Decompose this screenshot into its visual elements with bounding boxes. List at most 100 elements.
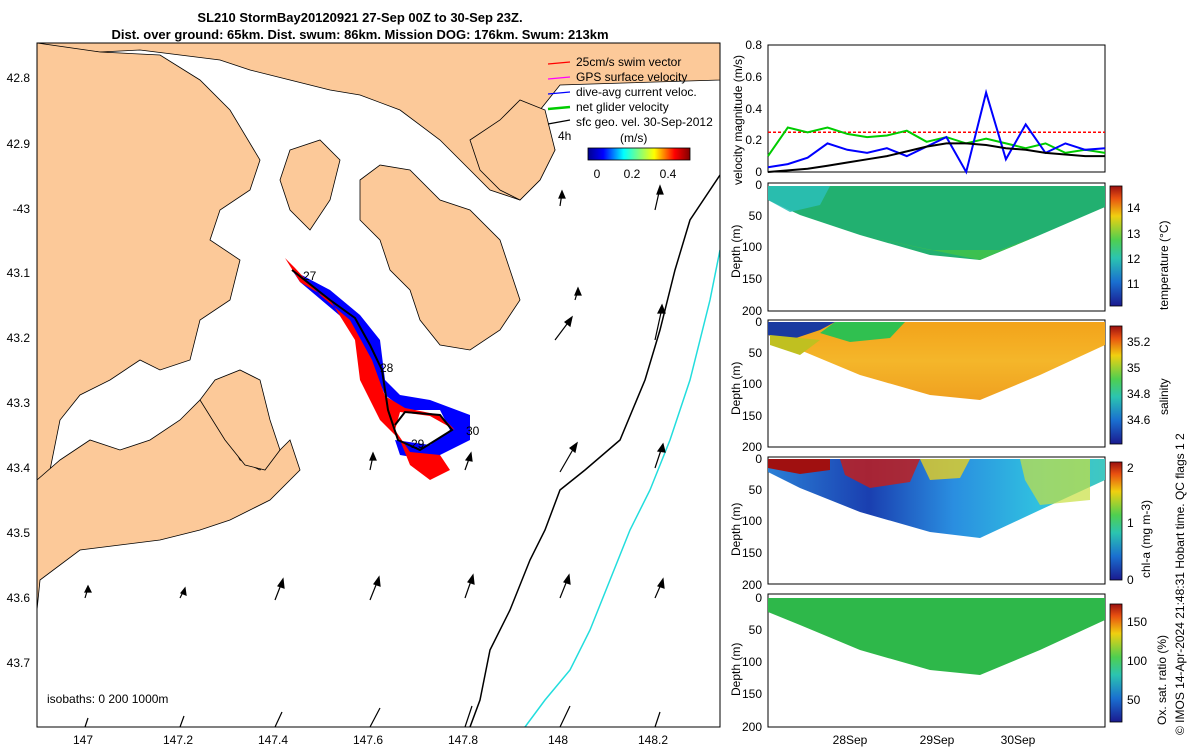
svg-text:43.3: 43.3 (7, 396, 31, 410)
svg-text:35.2: 35.2 (1127, 335, 1151, 349)
svg-text:147.4: 147.4 (258, 733, 288, 747)
oxygen-ylabel: Depth (m) (729, 643, 743, 696)
svg-text:0.4: 0.4 (745, 102, 762, 116)
svg-text:200: 200 (742, 720, 762, 734)
svg-text:0: 0 (755, 591, 762, 605)
lat-ticks: 42.8 42.9 -43 43.1 43.2 43.3 43.4 43.5 4… (7, 71, 31, 670)
map-colorbar-title: (m/s) (620, 131, 647, 145)
day-label-30: 30 (466, 424, 480, 438)
svg-text:100: 100 (742, 377, 762, 391)
svg-text:200: 200 (742, 304, 762, 318)
isobath-1000 (524, 249, 720, 727)
legend-dive-avg: dive-avg current veloc. (576, 85, 697, 99)
svg-text:43.6: 43.6 (7, 591, 31, 605)
isobath-200 (469, 174, 720, 727)
oxygen-section (768, 598, 1105, 675)
temperature-colorbar (1109, 185, 1123, 307)
figure-title-line2: Dist. over ground: 65km. Dist. swum: 86k… (111, 27, 609, 42)
temperature-panel: 0 50 100 150 200 Depth (m) 14 13 12 11 t… (729, 178, 1171, 318)
dive-avg-current-band (292, 270, 470, 460)
velocity-panel: 0 0.2 0.4 0.6 0.8 velocity magnitude (m/… (731, 38, 1106, 185)
velocity-series-2 (767, 88, 1106, 175)
svg-text:50: 50 (749, 623, 763, 637)
svg-text:29Sep: 29Sep (920, 733, 955, 747)
svg-text:0: 0 (1127, 573, 1134, 587)
svg-text:50: 50 (749, 483, 763, 497)
svg-text:200: 200 (742, 440, 762, 454)
svg-text:30Sep: 30Sep (1001, 733, 1036, 747)
svg-text:0: 0 (755, 452, 762, 466)
isobath-caption: isobaths: 0 200 1000m (47, 692, 168, 706)
svg-text:150: 150 (742, 546, 762, 560)
svg-text:150: 150 (742, 687, 762, 701)
svg-text:100: 100 (742, 240, 762, 254)
svg-text:-43: -43 (13, 202, 31, 216)
svg-text:43.7: 43.7 (7, 656, 31, 670)
svg-text:0.8: 0.8 (745, 38, 762, 52)
svg-text:147: 147 (73, 733, 93, 747)
svg-text:50: 50 (749, 209, 763, 223)
oxygen-colorbar (1109, 603, 1123, 723)
sfc-velocity-arrows (84, 184, 666, 728)
map-panel: 27 28 29 30 (7, 42, 721, 747)
footer-credit: © IMOS 14-Apr-2024 21:48:31 Hobart time.… (1173, 433, 1187, 735)
svg-text:14: 14 (1127, 201, 1141, 215)
oxygen-panel: 0 50 100 150 200 Depth (m) 150 100 50 Ox… (729, 591, 1169, 747)
land-tasman (37, 399, 301, 611)
day-label-29: 29 (411, 437, 425, 451)
svg-text:0.4: 0.4 (660, 167, 677, 181)
day-label-27: 27 (303, 269, 317, 283)
legend-sfc-geo: sfc geo. vel. 30-Sep-2012 (576, 115, 713, 129)
chla-cbar-label: chl-a (mg m-3) (1139, 500, 1153, 578)
map-legend: 25cm/s swim vector GPS surface velocity … (547, 55, 713, 181)
salinity-colorbar (1109, 325, 1123, 445)
svg-text:42.9: 42.9 (7, 137, 31, 151)
svg-text:150: 150 (1127, 615, 1147, 629)
svg-text:148: 148 (548, 733, 568, 747)
velocity-series-3 (767, 142, 1105, 173)
velocity-series-1 (767, 126, 1106, 157)
svg-text:147.8: 147.8 (448, 733, 478, 747)
svg-text:2: 2 (1127, 461, 1134, 475)
svg-text:28Sep: 28Sep (833, 733, 868, 747)
svg-text:11: 11 (1127, 277, 1140, 291)
svg-text:0.6: 0.6 (745, 70, 762, 84)
svg-text:147.2: 147.2 (163, 733, 193, 747)
svg-text:0: 0 (755, 165, 762, 179)
chla-colorbar (1109, 461, 1123, 581)
chla-ylabel: Depth (m) (729, 503, 743, 556)
svg-text:42.8: 42.8 (7, 71, 31, 85)
svg-text:43.2: 43.2 (7, 331, 31, 345)
svg-text:0: 0 (755, 178, 762, 192)
temperature-cbar-label: temperature (°C) (1157, 221, 1171, 311)
svg-text:0.2: 0.2 (624, 167, 641, 181)
svg-text:0: 0 (755, 315, 762, 329)
temperature-section (768, 186, 1105, 260)
velocity-ylabel: velocity magnitude (m/s) (731, 55, 745, 185)
velocity-lines (767, 88, 1106, 175)
land-layer (37, 43, 720, 611)
svg-text:43.1: 43.1 (7, 266, 31, 280)
svg-text:200: 200 (742, 578, 762, 592)
salinity-cbar-label: salinity (1157, 378, 1171, 415)
figure-title-line1: SL210 StormBay20120921 27-Sep 00Z to 30-… (197, 10, 523, 25)
salinity-panel: 0 50 100 150 200 Depth (m) 35.2 35 34.8 … (729, 315, 1171, 454)
salinity-ylabel: Depth (m) (729, 362, 743, 415)
land-bruny (279, 139, 341, 231)
svg-text:50: 50 (749, 346, 763, 360)
legend-net-glider: net glider velocity (576, 100, 669, 114)
legend-swim-vector: 25cm/s swim vector (576, 55, 681, 69)
svg-text:150: 150 (742, 409, 762, 423)
oxygen-cbar-label: Ox. sat. ratio (%) (1155, 635, 1169, 725)
glider-track: 27 28 29 30 (285, 258, 480, 480)
svg-text:43.5: 43.5 (7, 526, 31, 540)
svg-text:0.2: 0.2 (745, 133, 762, 147)
svg-text:34.6: 34.6 (1127, 413, 1151, 427)
map-colorbar (587, 147, 691, 161)
chla-panel: 0 50 100 150 200 Depth (m) 2 1 0 chl-a (… (729, 452, 1153, 592)
svg-text:100: 100 (742, 514, 762, 528)
svg-text:50: 50 (1127, 693, 1141, 707)
land-east (359, 164, 521, 351)
temperature-ylabel: Depth (m) (729, 225, 743, 278)
